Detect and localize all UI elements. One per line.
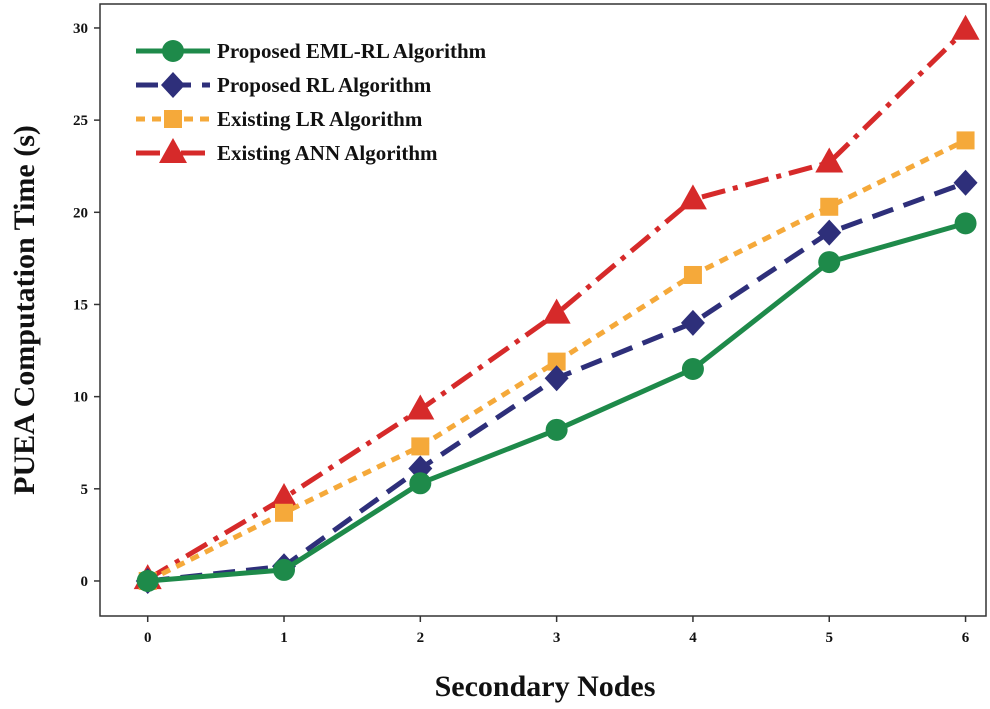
x-axis-ticks: 0 1 2 3 4 5 6 bbox=[144, 616, 970, 646]
data-point bbox=[683, 265, 702, 284]
y-tick-label: 10 bbox=[73, 390, 88, 406]
data-point bbox=[817, 219, 842, 246]
legend-marker bbox=[164, 110, 182, 128]
legend-marker bbox=[159, 138, 187, 163]
series-layer bbox=[133, 14, 980, 594]
data-point bbox=[815, 147, 844, 173]
y-tick-label: 0 bbox=[81, 574, 89, 590]
data-point bbox=[411, 437, 430, 456]
legend-label: Proposed RL Algorithm bbox=[217, 73, 432, 97]
data-point bbox=[681, 357, 704, 380]
legend-item-1: Proposed RL Algorithm bbox=[136, 72, 432, 98]
data-point bbox=[544, 365, 569, 392]
legend-marker bbox=[162, 40, 184, 62]
x-tick-label: 2 bbox=[417, 630, 425, 646]
y-tick-label: 20 bbox=[73, 205, 88, 221]
data-point bbox=[951, 14, 980, 40]
data-point bbox=[270, 483, 299, 509]
data-point bbox=[136, 569, 159, 592]
data-point bbox=[954, 212, 977, 235]
legend-label: Existing ANN Algorithm bbox=[217, 141, 438, 165]
data-point bbox=[547, 352, 566, 371]
data-point bbox=[409, 472, 432, 495]
x-tick-label: 0 bbox=[144, 630, 152, 646]
data-point bbox=[273, 558, 296, 581]
x-tick-label: 4 bbox=[689, 630, 697, 646]
data-point bbox=[820, 197, 839, 216]
y-axis-ticks: 0 5 10 15 20 25 30 bbox=[73, 21, 100, 590]
data-point bbox=[953, 169, 978, 196]
series-3 bbox=[133, 14, 980, 590]
data-point bbox=[956, 131, 975, 150]
legend-item-3: Existing ANN Algorithm bbox=[136, 138, 438, 165]
x-tick-label: 6 bbox=[962, 630, 970, 646]
series-0 bbox=[136, 212, 977, 592]
x-tick-label: 1 bbox=[280, 630, 288, 646]
series-2 bbox=[138, 131, 975, 590]
y-axis-title: PUEA Computation Time (s) bbox=[8, 125, 41, 495]
legend: Proposed EML-RL Algorithm Proposed RL Alg… bbox=[136, 39, 487, 165]
data-point bbox=[680, 309, 705, 336]
legend-item-2: Existing LR Algorithm bbox=[136, 107, 423, 131]
data-point bbox=[818, 251, 841, 274]
legend-item-0: Proposed EML-RL Algorithm bbox=[136, 39, 487, 63]
x-axis-title: Secondary Nodes bbox=[435, 670, 656, 703]
y-tick-label: 30 bbox=[73, 21, 88, 37]
y-tick-label: 25 bbox=[73, 113, 88, 129]
y-tick-label: 5 bbox=[81, 482, 89, 498]
legend-label: Proposed EML-RL Algorithm bbox=[217, 39, 487, 63]
plot-frame bbox=[99, 3, 987, 617]
data-point bbox=[678, 184, 707, 210]
series-line bbox=[147, 220, 967, 584]
data-point bbox=[275, 503, 294, 522]
legend-marker bbox=[161, 72, 185, 98]
data-point bbox=[406, 394, 435, 420]
y-tick-label: 15 bbox=[73, 297, 88, 313]
data-point bbox=[542, 298, 571, 324]
legend-label: Existing LR Algorithm bbox=[217, 107, 423, 131]
data-point bbox=[545, 418, 568, 441]
x-tick-label: 5 bbox=[825, 630, 833, 646]
x-tick-label: 3 bbox=[553, 630, 561, 646]
series-1 bbox=[135, 169, 978, 594]
